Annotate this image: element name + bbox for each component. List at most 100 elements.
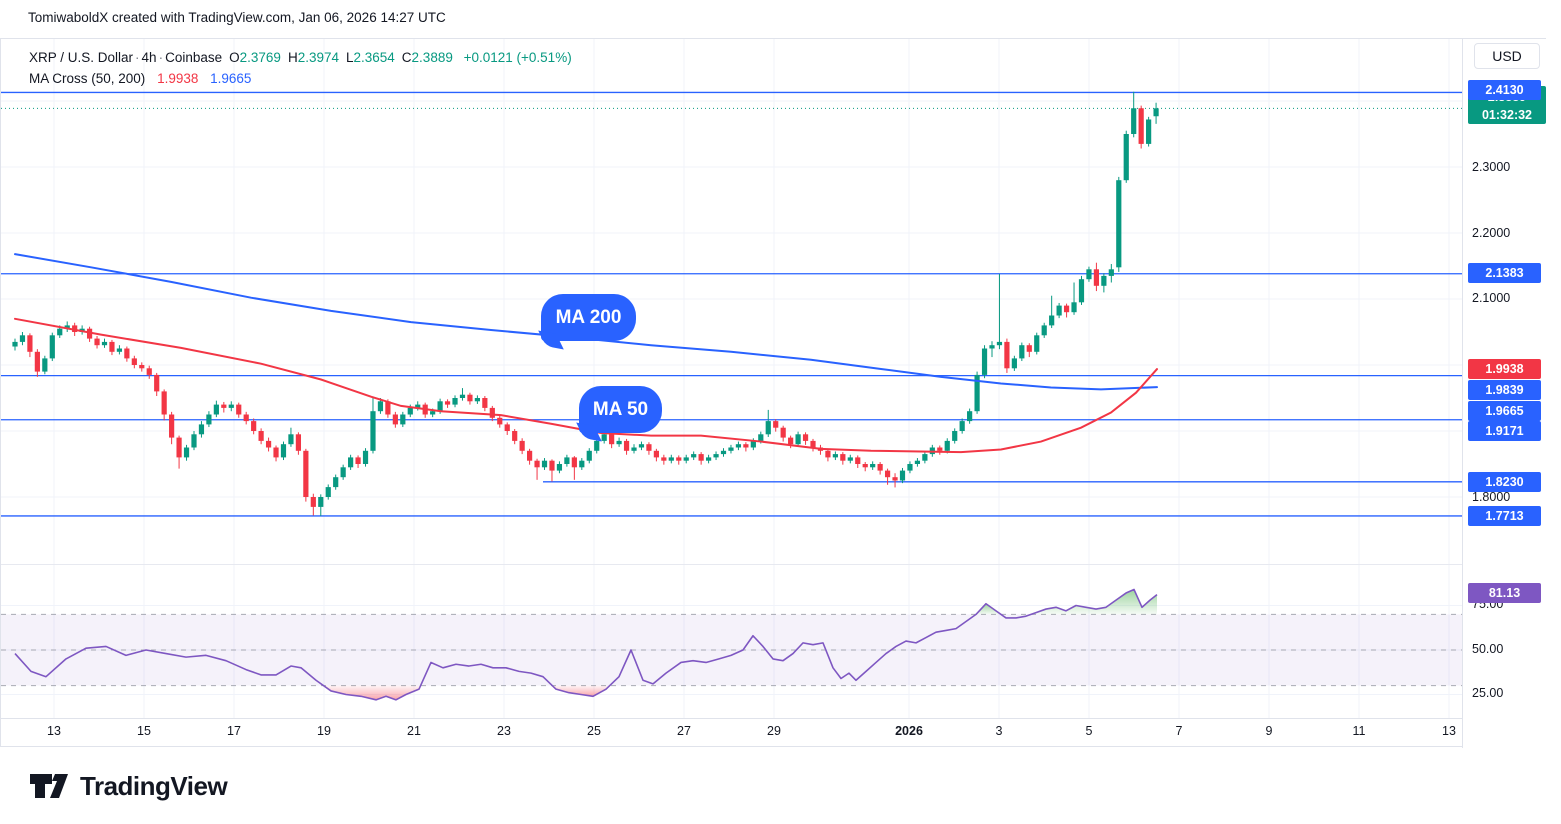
candle-body <box>847 457 853 461</box>
candle-body <box>94 338 100 346</box>
candle-body <box>1026 345 1032 352</box>
time-axis-label: 17 <box>227 724 241 738</box>
candle-body <box>1093 269 1100 286</box>
candle-body <box>1153 108 1159 117</box>
axis-tick-label: 2.3000 <box>1472 160 1511 174</box>
axis-price-badge: 2.4130 <box>1468 80 1541 100</box>
candle-body <box>795 434 801 445</box>
candle-body <box>541 460 548 468</box>
candle-body <box>1019 345 1025 359</box>
candle-body <box>348 457 354 468</box>
axis-tick-label: 1.8000 <box>1472 490 1511 504</box>
price-chart-svg[interactable] <box>1 39 1462 564</box>
chart-widget: XRP / U.S. Dollar · 4h · Coinbase O2.3769 H2.3… <box>0 38 1546 748</box>
candle-body <box>959 421 965 431</box>
candle-body <box>884 470 891 478</box>
candle-body <box>169 414 175 438</box>
rsi-overbought-fill <box>1031 589 1157 615</box>
axis-price-badge: 1.9665 <box>1468 401 1541 421</box>
candle-body <box>609 434 615 445</box>
candle-body <box>19 335 26 342</box>
candle-body <box>49 335 55 359</box>
attribution-text: TomiwaboldX created with TradingView.com… <box>28 10 446 25</box>
high-value: 2.3974 <box>297 50 339 65</box>
price-axis[interactable]: USD 2.3889 01:32:32 2.30002.20002.10001.… <box>1462 39 1546 748</box>
tradingview-brand[interactable]: TradingView <box>28 766 228 806</box>
exchange-label: Coinbase <box>165 50 223 65</box>
candle-body <box>251 421 257 431</box>
candle-body <box>265 440 272 448</box>
candle-body <box>728 447 734 451</box>
candle-body <box>333 477 339 488</box>
candle-body <box>482 398 488 408</box>
candle-body <box>1049 315 1055 326</box>
candle-body <box>206 414 212 425</box>
rsi-chart-svg[interactable] <box>1 565 1462 718</box>
axis-price-badge: 81.13 <box>1468 583 1541 603</box>
rsi-overbought-fill <box>976 603 1001 615</box>
candle-body <box>34 351 40 372</box>
candle-body <box>668 457 674 461</box>
rsi-line[interactable] <box>14 588 1158 701</box>
candle-body <box>832 454 838 458</box>
ma50-callout-badge[interactable]: MA 50 <box>579 386 662 433</box>
candle-body <box>392 414 398 425</box>
candle-body <box>1071 302 1077 313</box>
candle-body <box>27 335 33 352</box>
time-axis-label: 5 <box>1085 724 1093 738</box>
time-axis-label: 29 <box>767 724 781 738</box>
candle-body <box>579 460 585 468</box>
candle-body <box>899 470 906 481</box>
candle-body <box>139 365 145 369</box>
candle-body <box>877 464 883 471</box>
candle-body <box>176 437 182 458</box>
candle-body <box>653 450 659 458</box>
candle-body <box>258 431 264 441</box>
time-axis-label: 3 <box>995 724 1003 738</box>
candle-body <box>72 325 78 332</box>
candle-body <box>303 450 309 497</box>
candle-body <box>452 398 458 405</box>
price-pane[interactable]: XRP / U.S. Dollar · 4h · Coinbase O2.3769 H2.3… <box>1 39 1462 564</box>
candle-body <box>571 457 577 468</box>
ma200-line[interactable] <box>14 253 1158 391</box>
ma-cross-label: MA Cross (50, 200) <box>29 71 146 86</box>
ma50-value: 1.9938 <box>157 71 199 86</box>
candle-body <box>497 417 503 425</box>
candle-body <box>362 450 369 464</box>
tradingview-brand-text: TradingView <box>80 770 228 801</box>
candle-body <box>996 341 1003 346</box>
rsi-pane[interactable]: RSI (14, close) 81.13 <box>1 564 1462 718</box>
candle-body <box>325 487 331 497</box>
time-axis-label: 11 <box>1352 724 1366 738</box>
candle-body <box>750 440 756 448</box>
candle-body <box>236 404 242 415</box>
ma50-line[interactable] <box>14 317 1158 454</box>
candle-body <box>370 411 376 451</box>
candle-body <box>713 454 719 458</box>
candle-body <box>318 497 324 507</box>
candle-body <box>661 457 667 461</box>
candle-body <box>556 464 563 471</box>
candle-body <box>981 348 988 375</box>
time-axis-label: 2026 <box>895 724 923 738</box>
candle-body <box>1086 269 1092 280</box>
candle-body <box>743 444 749 448</box>
time-axis-label: 13 <box>47 724 61 738</box>
time-axis-label: 19 <box>317 724 331 738</box>
candle-body <box>42 358 48 372</box>
ma200-value: 1.9665 <box>210 71 252 86</box>
axis-tick-label: 25.00 <box>1472 686 1504 700</box>
symbol-row: XRP / U.S. Dollar · 4h · Coinbase O2.3769 H2.3… <box>29 50 572 65</box>
ma200-callout-badge[interactable]: MA 200 <box>541 294 636 341</box>
time-axis[interactable]: 13 15 17 19 21 23 25 27 29 2026 3 5 7 9 11 13 <box>1 718 1462 747</box>
bar-countdown: 01:32:32 <box>1481 108 1533 122</box>
candle-body <box>623 440 630 451</box>
candle-body <box>295 434 302 451</box>
change-value: +0.0121 (+0.51%) <box>463 50 572 65</box>
candle-body <box>907 464 913 471</box>
currency-toggle-button[interactable]: USD <box>1474 43 1540 69</box>
candle-body <box>489 407 495 418</box>
candle-body <box>1056 305 1062 316</box>
candle-body <box>1034 335 1040 352</box>
